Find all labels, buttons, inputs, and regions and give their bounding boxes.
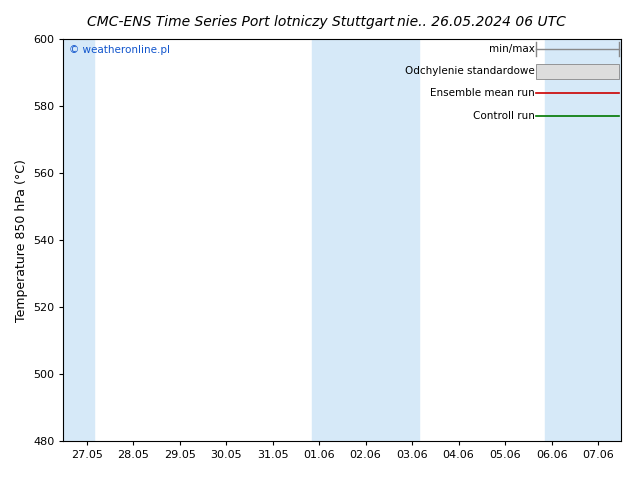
Bar — [312, 39, 419, 441]
Text: CMC-ENS Time Series Port lotniczy Stuttgart: CMC-ENS Time Series Port lotniczy Stuttg… — [87, 15, 395, 29]
Bar — [63, 39, 94, 441]
Text: © weatheronline.pl: © weatheronline.pl — [69, 45, 170, 55]
Bar — [545, 39, 621, 441]
Text: Controll run: Controll run — [473, 111, 535, 121]
Bar — [536, 64, 619, 79]
Text: nie.. 26.05.2024 06 UTC: nie.. 26.05.2024 06 UTC — [398, 15, 566, 29]
Text: min/max: min/max — [489, 44, 535, 54]
Text: Ensemble mean run: Ensemble mean run — [430, 88, 535, 98]
Y-axis label: Temperature 850 hPa (°C): Temperature 850 hPa (°C) — [15, 159, 27, 321]
Text: Odchylenie standardowe: Odchylenie standardowe — [405, 66, 535, 76]
